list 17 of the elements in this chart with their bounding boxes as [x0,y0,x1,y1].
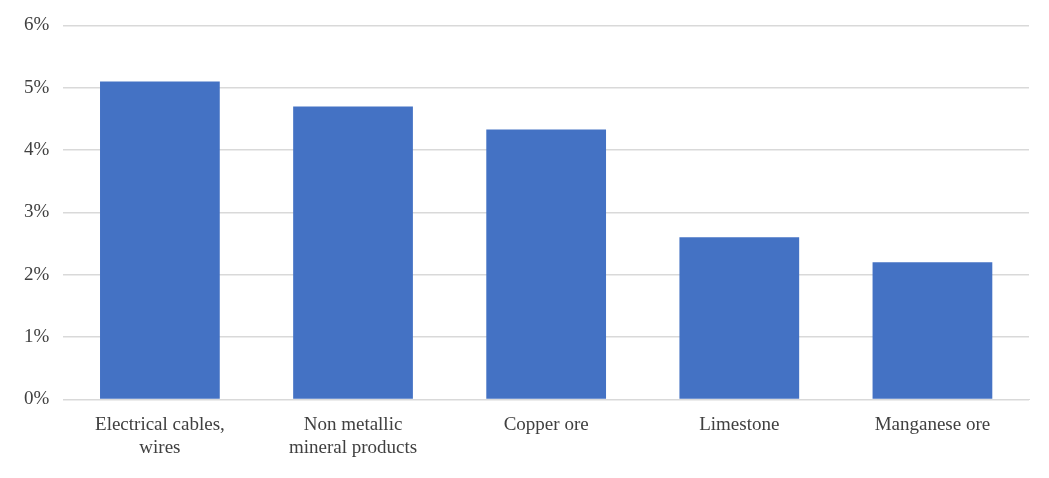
x-tick-label: Limestone [699,412,780,434]
y-tick-label: 2% [24,262,50,284]
y-tick-label: 6% [24,13,50,35]
bar [679,237,800,399]
x-tick-label: Copper ore [503,412,589,434]
x-tick-label: Electrical cables, wires [95,412,225,457]
x-tick-label: Manganese ore [874,412,991,434]
y-tick-label: 1% [24,325,50,347]
bar [486,129,607,399]
y-tick-label: 3% [24,200,50,222]
bar [293,106,413,399]
y-tick-label: 5% [24,75,50,97]
y-tick-label: 0% [24,387,50,409]
y-tick-label: 4% [24,138,50,160]
bar [872,262,993,399]
bar [100,81,220,399]
x-tick-label: Non metallic mineral products [288,412,418,457]
